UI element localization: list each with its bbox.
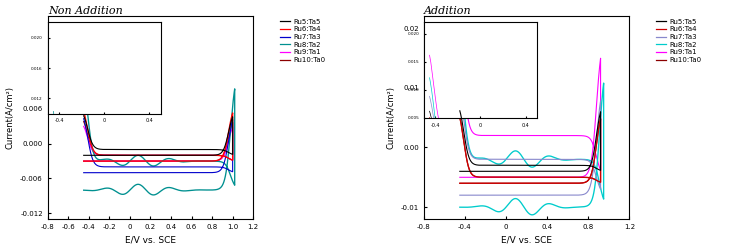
Text: Non Addition: Non Addition (47, 6, 122, 16)
Y-axis label: Current(A/cm²): Current(A/cm²) (386, 86, 395, 149)
X-axis label: E/V vs. SCE: E/V vs. SCE (501, 236, 552, 244)
Text: Addition: Addition (424, 6, 472, 16)
Legend: Ru5:Ta5, Ru6:Ta4, Ru7:Ta3, Ru8:Ta2, Ru9:Ta1, Ru10:Ta0: Ru5:Ta5, Ru6:Ta4, Ru7:Ta3, Ru8:Ta2, Ru9:… (277, 16, 328, 66)
Y-axis label: Current(A/cm²): Current(A/cm²) (6, 86, 15, 149)
Legend: Ru5:Ta5, Ru6:Ta4, Ru7:Ta3, Ru8:Ta2, Ru9:Ta1, Ru10:Ta0: Ru5:Ta5, Ru6:Ta4, Ru7:Ta3, Ru8:Ta2, Ru9:… (653, 16, 704, 66)
X-axis label: E/V vs. SCE: E/V vs. SCE (125, 236, 176, 244)
